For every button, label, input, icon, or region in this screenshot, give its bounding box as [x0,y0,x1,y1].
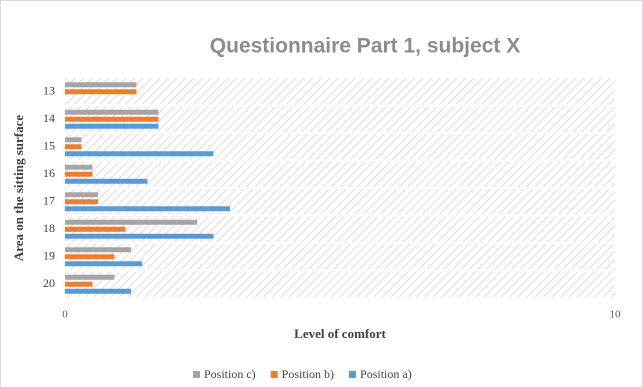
legend-swatch [193,371,200,378]
bar [65,288,131,294]
bar [65,151,214,157]
legend-swatch [270,371,278,378]
bar [65,281,93,287]
bar [65,192,98,198]
bar [65,109,159,115]
bar [65,226,126,232]
y-tick-label: 18 [43,221,55,235]
y-tick-label: 16 [43,166,55,180]
y-tick-label: 14 [43,111,55,125]
bar [65,247,131,253]
legend-label: Position b) [282,367,334,381]
legend-label: Position a) [360,367,412,381]
bar [65,123,159,129]
legend-label: Position c) [204,367,256,381]
y-tick-label: 15 [43,139,55,153]
y-tick-label: 19 [43,249,55,263]
bar [65,178,148,184]
bar [65,171,93,177]
bar [65,116,159,122]
x-tick-label: 10 [610,309,622,321]
bar [65,206,230,212]
y-tick-label: 17 [43,194,55,208]
bar [65,274,115,280]
bar [65,82,137,88]
y-axis-label: Area on the sitting surface [11,115,26,262]
bar [65,137,82,143]
y-tick-label: 13 [43,84,55,98]
y-tick-label: 20 [43,276,55,290]
bar [65,261,142,267]
bar [65,219,197,225]
chart-title: Questionnaire Part 1, subject X [210,35,520,58]
legend-swatch [349,371,357,378]
bar [65,144,82,150]
bar [65,199,98,205]
bar [65,89,137,95]
bar [65,233,214,239]
bar [65,164,93,170]
x-tick-label: 0 [62,309,68,321]
x-axis-label: Level of comfort [294,326,386,341]
bar [65,254,115,260]
